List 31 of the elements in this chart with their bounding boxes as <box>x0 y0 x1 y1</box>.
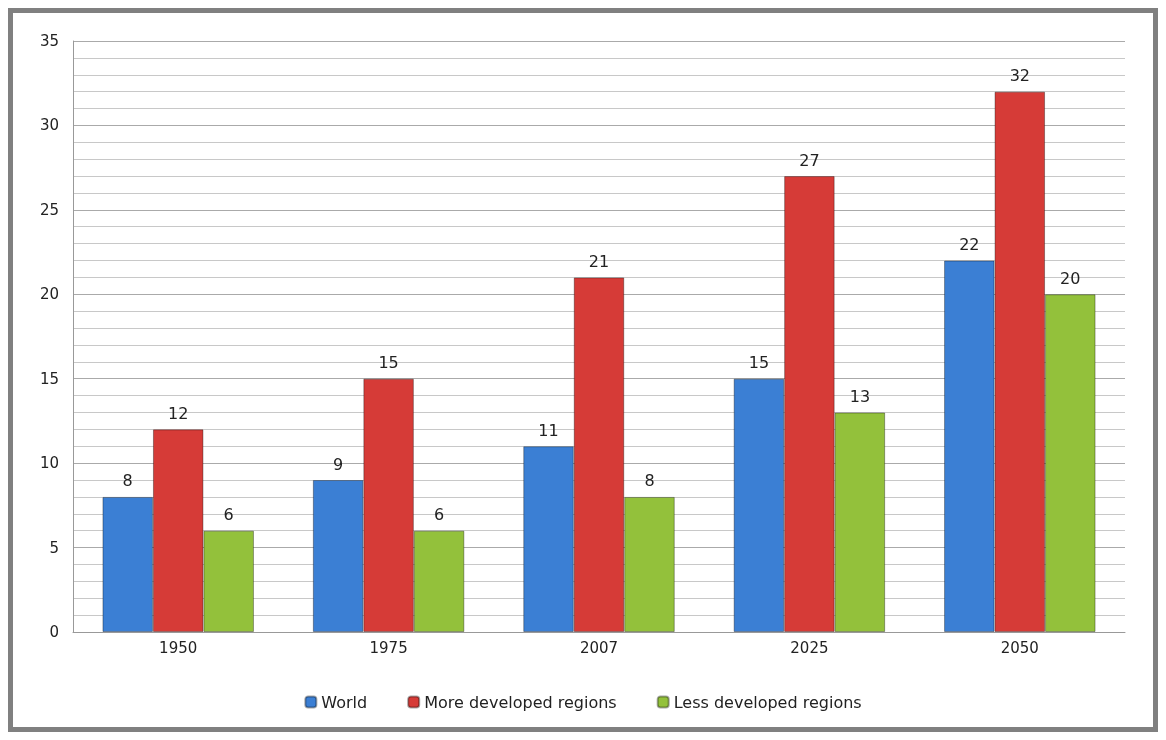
data-label: 9 <box>333 454 344 474</box>
data-label: 8 <box>122 471 133 491</box>
data-label: 6 <box>434 505 445 525</box>
x-tick-label: 1975 <box>369 638 408 657</box>
data-label: 12 <box>168 403 189 423</box>
data-label: 15 <box>378 353 399 373</box>
data-label: 32 <box>1009 66 1030 86</box>
data-label: 21 <box>588 251 610 271</box>
y-tick-label: 30 <box>39 116 59 135</box>
y-tick-label: 10 <box>39 454 59 473</box>
data-label: 13 <box>849 386 871 406</box>
data-label: 8 <box>644 471 655 491</box>
legend-label: Less developed regions <box>673 692 862 712</box>
data-label: 27 <box>799 150 820 170</box>
y-tick-label: 15 <box>39 369 59 388</box>
y-tick-label: 0 <box>49 623 59 641</box>
x-tick-label: 2007 <box>579 638 619 657</box>
data-label: 11 <box>538 420 559 440</box>
y-tick-label: 35 <box>39 32 59 50</box>
y-tick-label: 20 <box>39 285 59 304</box>
data-label: 20 <box>1060 268 1081 288</box>
x-tick-label: 1950 <box>159 638 198 657</box>
data-label: 6 <box>223 505 234 525</box>
y-tick-label: 5 <box>49 538 59 557</box>
data-label: 15 <box>748 353 770 373</box>
x-tick-label: 2025 <box>790 638 829 657</box>
y-tick-label: 25 <box>39 200 59 219</box>
data-label: 22 <box>959 235 980 255</box>
legend-label: World <box>321 692 368 712</box>
legend-label: More developed regions <box>424 692 617 712</box>
x-tick-label: 2050 <box>1000 638 1039 657</box>
